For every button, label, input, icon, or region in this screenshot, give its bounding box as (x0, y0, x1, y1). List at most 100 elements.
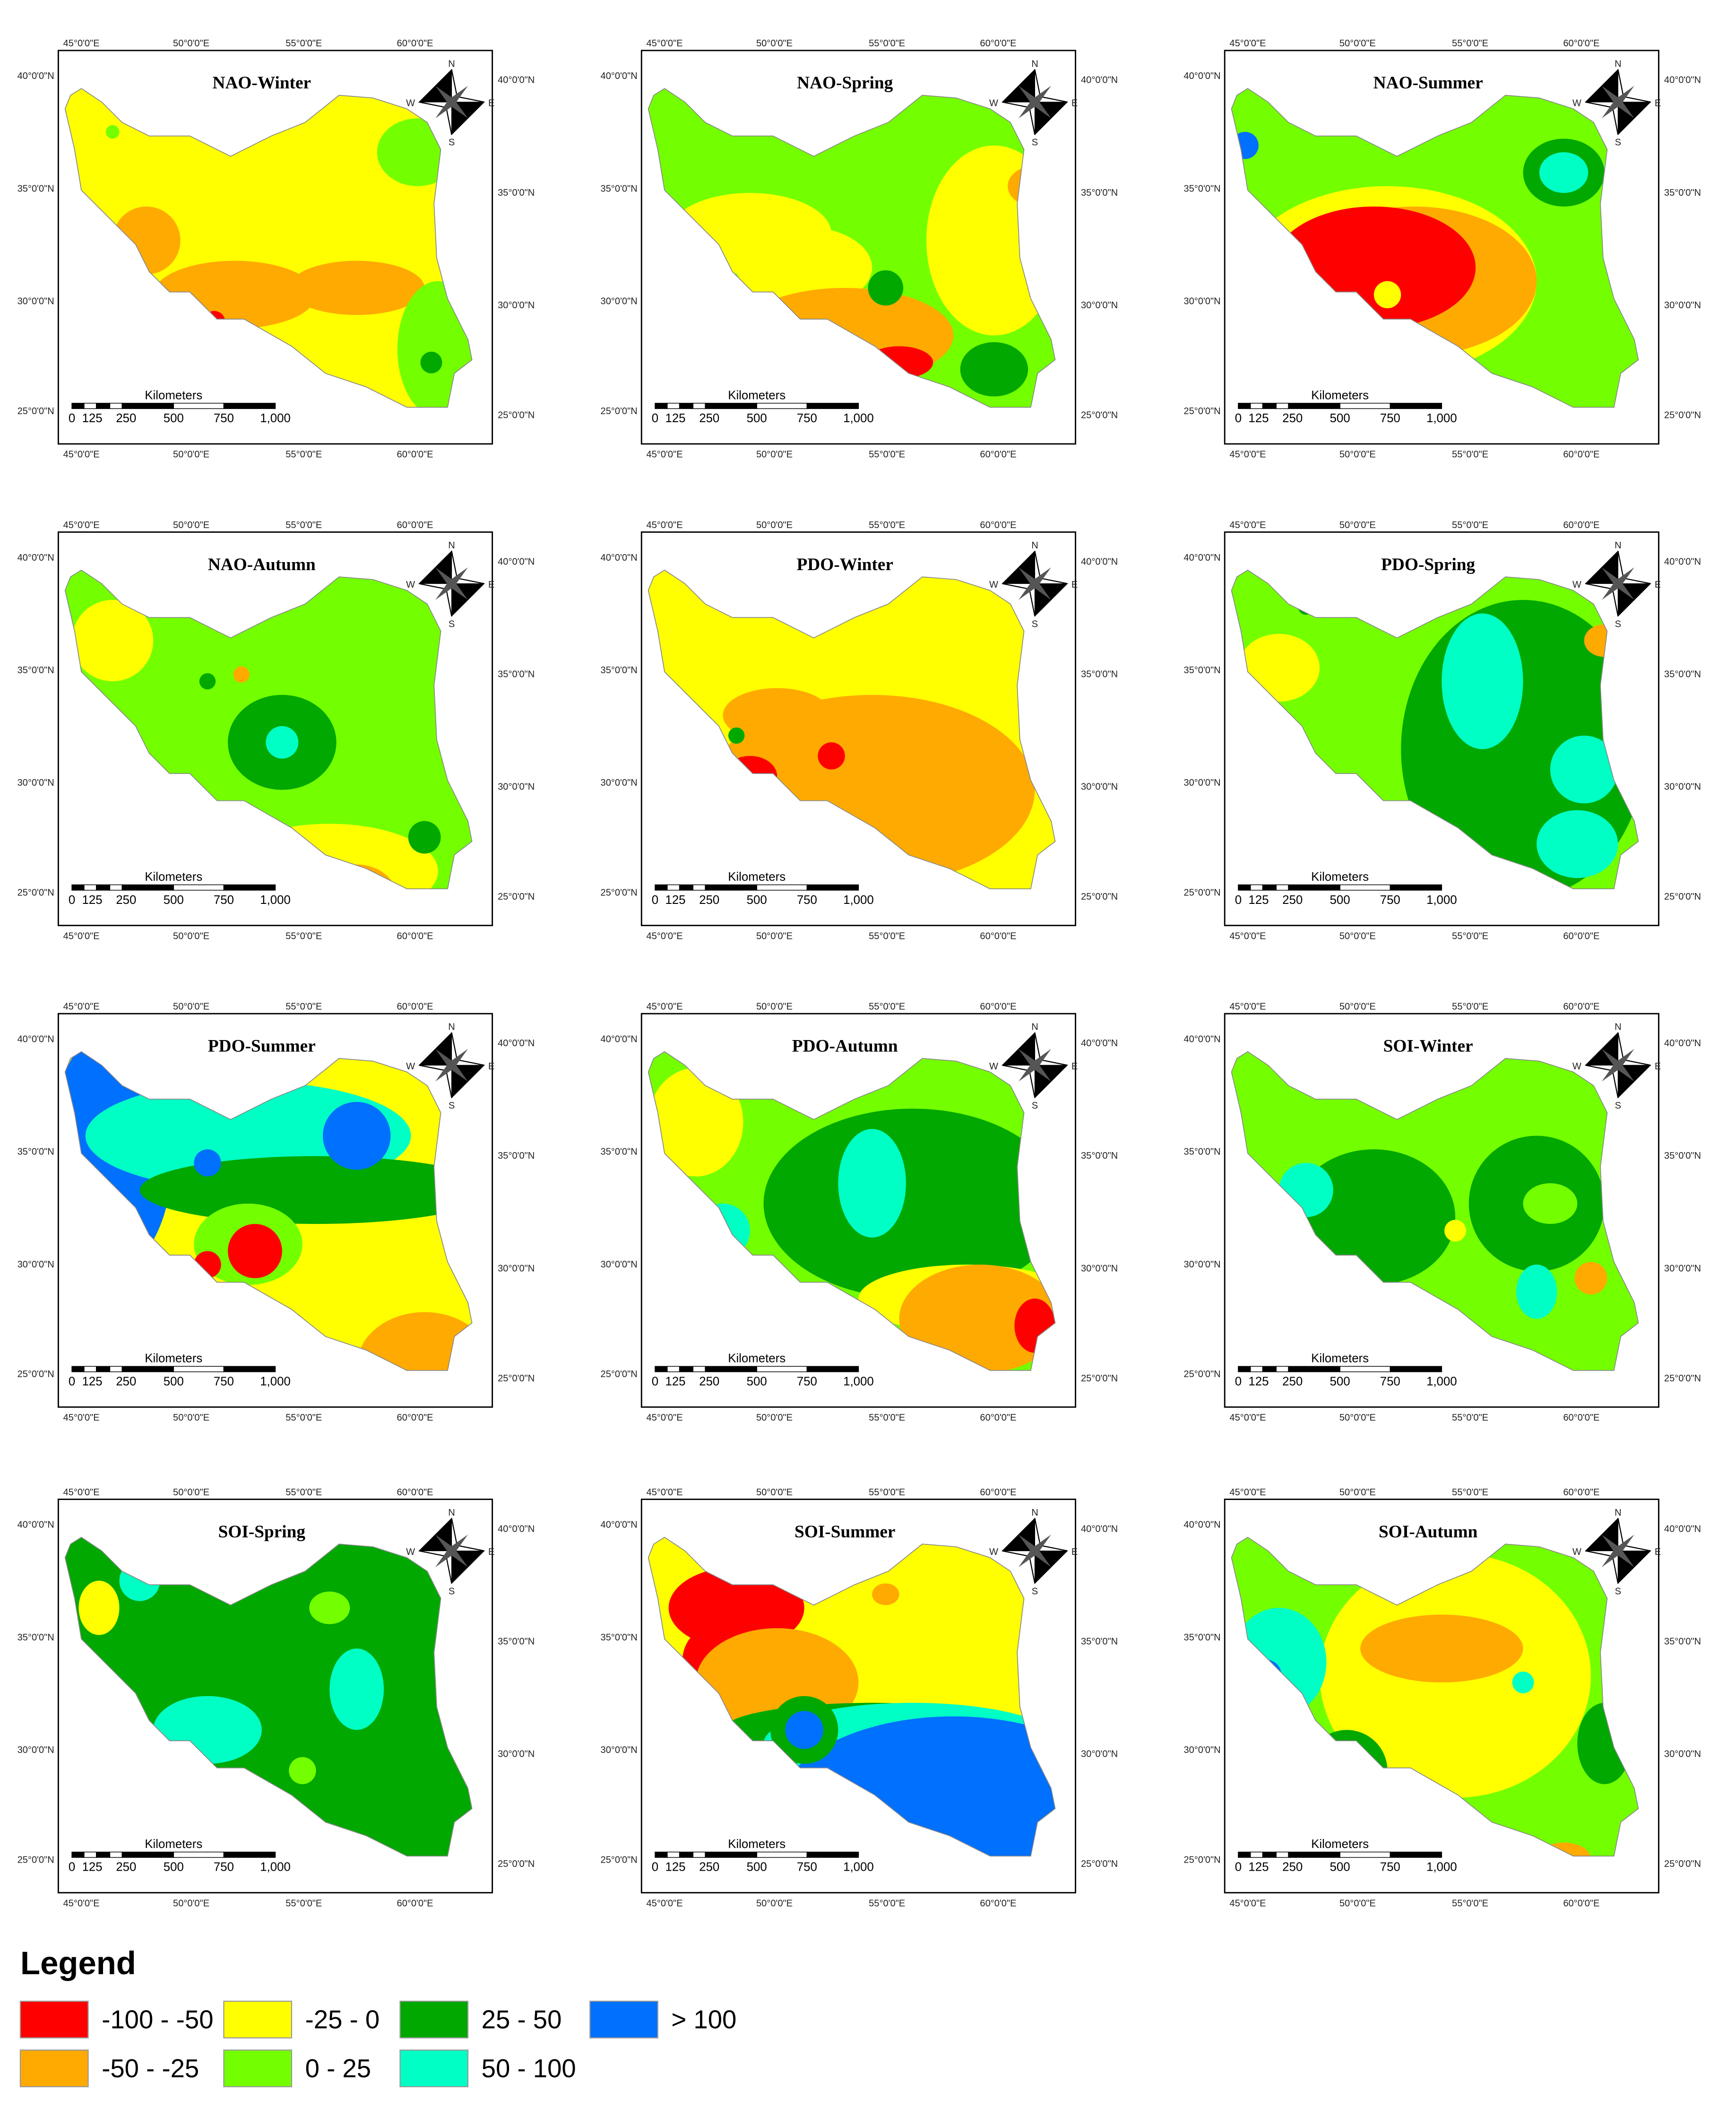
zone (1292, 1149, 1456, 1285)
lon-label: 60°0'0"E (397, 520, 433, 530)
zone (266, 726, 299, 759)
lat-label: 30°0'0"N (601, 296, 638, 306)
compass-star (1601, 1535, 1634, 1567)
compass-letter: N (1615, 1022, 1621, 1032)
lat-label: 25°0'0"N (1081, 1373, 1118, 1384)
lon-label: 60°0'0"E (980, 1487, 1016, 1498)
scale-segment (679, 1366, 694, 1372)
map-panel: NAO-Autumn 45°0'0"E 45°0'0"E 50°0'0"E 50°0'0… (17, 520, 535, 941)
scale-segment (1250, 403, 1263, 409)
zone (1516, 1265, 1557, 1319)
scale-label: 125 (82, 1861, 103, 1874)
lat-label: 40°0'0"N (1183, 553, 1220, 563)
lat-label: 25°0'0"N (498, 1373, 535, 1384)
lat-label: 40°0'0"N (1081, 1524, 1118, 1534)
scale-segment (1288, 884, 1340, 891)
compass-star (435, 1535, 468, 1567)
lat-label: 40°0'0"N (1081, 75, 1118, 86)
lat-label: 35°0'0"N (1081, 188, 1118, 198)
lon-label: 50°0'0"E (173, 1487, 209, 1498)
scale-segment (806, 1366, 859, 1372)
scale-segment (705, 884, 757, 891)
lon-label: 55°0'0"E (285, 1898, 322, 1908)
lon-label: 45°0'0"E (1229, 450, 1266, 460)
zone (723, 688, 832, 743)
lat-label: 35°0'0"N (1183, 183, 1220, 194)
scale-label: 750 (1380, 1861, 1400, 1874)
lat-label: 25°0'0"N (601, 1369, 638, 1379)
scale-label: 750 (214, 1861, 234, 1874)
map-panel: PDO-Summer 45°0'0"E 45°0'0"E 50°0'0"E 50°0'0… (17, 1002, 535, 1423)
compass-letter: E (1655, 1061, 1661, 1072)
zone (408, 821, 441, 854)
scale-segment (71, 403, 85, 409)
lon-label: 45°0'0"E (63, 520, 100, 530)
zone (1442, 613, 1523, 749)
scale-label: 250 (1282, 1375, 1303, 1388)
lon-label: 50°0'0"E (1339, 520, 1376, 530)
lon-label: 55°0'0"E (1452, 1898, 1488, 1908)
lon-label: 50°0'0"E (173, 450, 209, 460)
lat-label: 40°0'0"N (1664, 1524, 1701, 1534)
scale-segment (1339, 884, 1391, 891)
scale-title: Kilometers (1311, 389, 1369, 402)
compass-star (1019, 86, 1051, 119)
scale-label: 0 (652, 1861, 658, 1874)
compass-rose: N S E W (989, 540, 1078, 629)
zone (648, 1067, 743, 1177)
scale-label: 125 (82, 412, 103, 425)
lon-label: 45°0'0"E (647, 450, 683, 460)
legend-label: -25 - 0 (305, 2005, 380, 2034)
zone (105, 125, 120, 139)
lon-label: 50°0'0"E (756, 1898, 793, 1908)
scale-segment (109, 1366, 122, 1372)
lat-label: 40°0'0"N (1183, 1520, 1220, 1530)
scale-title: Kilometers (1311, 1838, 1369, 1851)
lat-label: 35°0'0"N (1081, 669, 1118, 680)
scale-label: 1,000 (260, 1861, 291, 1874)
scale-segment (1238, 884, 1251, 891)
scale-label: 125 (665, 1375, 685, 1388)
compass-rose: N S E W (989, 1022, 1078, 1111)
map-panel: NAO-Summer 45°0'0"E 45°0'0"E 50°0'0"E 50°0'0… (1183, 38, 1701, 460)
lon-label: 45°0'0"E (647, 1002, 683, 1012)
legend-label: -100 - -50 (102, 2005, 213, 2034)
lon-label: 45°0'0"E (1229, 931, 1266, 941)
scale-segment (1276, 1366, 1289, 1372)
lat-label: 35°0'0"N (17, 183, 54, 194)
scale-segment (1339, 403, 1391, 409)
compass-letter: W (406, 1061, 415, 1072)
scale-title: Kilometers (145, 389, 202, 402)
lat-label: 40°0'0"N (17, 71, 54, 81)
compass-letter: W (989, 1061, 998, 1072)
scale-label: 250 (1282, 1861, 1303, 1874)
compass-letter: E (488, 98, 494, 108)
map-zones (65, 88, 472, 408)
scale-segment (705, 403, 757, 409)
map-panel: SOI-Spring 45°0'0"E 45°0'0"E 50°0'0"E 50°0'0… (17, 1487, 535, 1908)
scale-segment (679, 403, 694, 409)
compass-letter: N (1031, 1508, 1038, 1518)
compass-letter: E (488, 1061, 494, 1072)
lat-label: 25°0'0"N (17, 406, 54, 416)
compass-star (1601, 86, 1634, 119)
scale-segment (1288, 1851, 1340, 1858)
lat-label: 25°0'0"N (1081, 892, 1118, 902)
lat-label: 30°0'0"N (601, 1745, 638, 1755)
lat-label: 35°0'0"N (1081, 1151, 1118, 1161)
panel-title: SOI-Autumn (1379, 1522, 1478, 1542)
lon-label: 50°0'0"E (756, 1487, 793, 1498)
compass-star (1019, 1049, 1051, 1082)
map-panel: NAO-Spring 45°0'0"E 45°0'0"E 50°0'0"E 50°0'0… (601, 38, 1118, 460)
lat-label: 25°0'0"N (17, 1855, 54, 1865)
compass-letter: S (449, 1101, 455, 1111)
lat-label: 25°0'0"N (1081, 1859, 1118, 1869)
lat-label: 30°0'0"N (1664, 1263, 1701, 1274)
lon-label: 60°0'0"E (397, 1898, 433, 1908)
scale-segment (96, 1851, 111, 1858)
scale-label: 250 (699, 1861, 719, 1874)
legend-label: 50 - 100 (482, 2054, 576, 2083)
compass-letter: N (1615, 1508, 1621, 1518)
scale-label: 1,000 (843, 893, 874, 907)
legend-label: > 100 (671, 2005, 736, 2034)
